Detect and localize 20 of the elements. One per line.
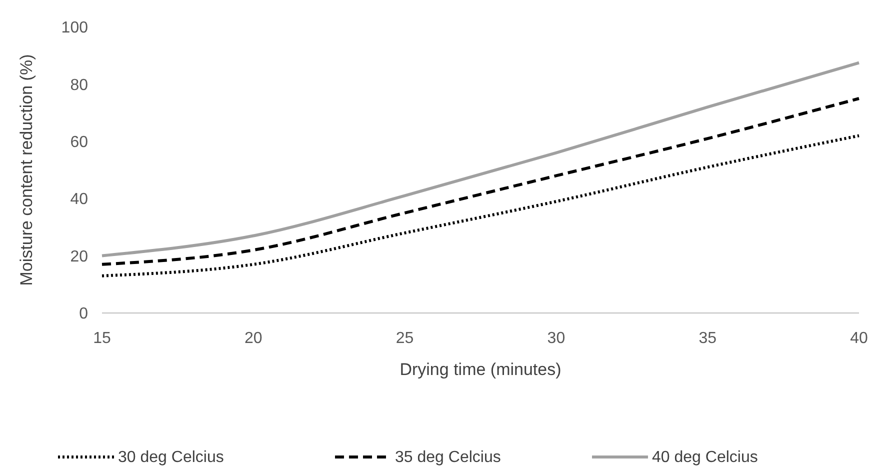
x-tick-label: 30 <box>547 330 566 347</box>
line-series <box>100 61 860 258</box>
legend-label: 30 deg Celcius <box>118 449 224 466</box>
y-tick-label: 100 <box>61 20 88 37</box>
legend-label: 40 deg Celcius <box>652 449 758 466</box>
y-tick-label: 20 <box>70 248 88 266</box>
legend-label: 35 deg Celcius <box>395 449 501 466</box>
y-tick-label: 60 <box>70 134 88 151</box>
x-tick-label: 40 <box>850 330 868 347</box>
y-tick-label: 80 <box>70 76 88 94</box>
x-tick-label: 15 <box>93 330 111 347</box>
x-tick-label: 25 <box>396 330 414 347</box>
y-tick-label: 40 <box>70 191 88 208</box>
x-tick-label: 35 <box>698 330 717 347</box>
line-series <box>100 134 860 278</box>
x-axis-title: Drying time (minutes) <box>400 360 562 379</box>
y-axis-title: Moisture content reduction (%) <box>17 54 36 286</box>
x-tick-label: 20 <box>244 330 262 347</box>
line-series <box>100 97 860 266</box>
y-tick-label: 0 <box>79 306 88 323</box>
